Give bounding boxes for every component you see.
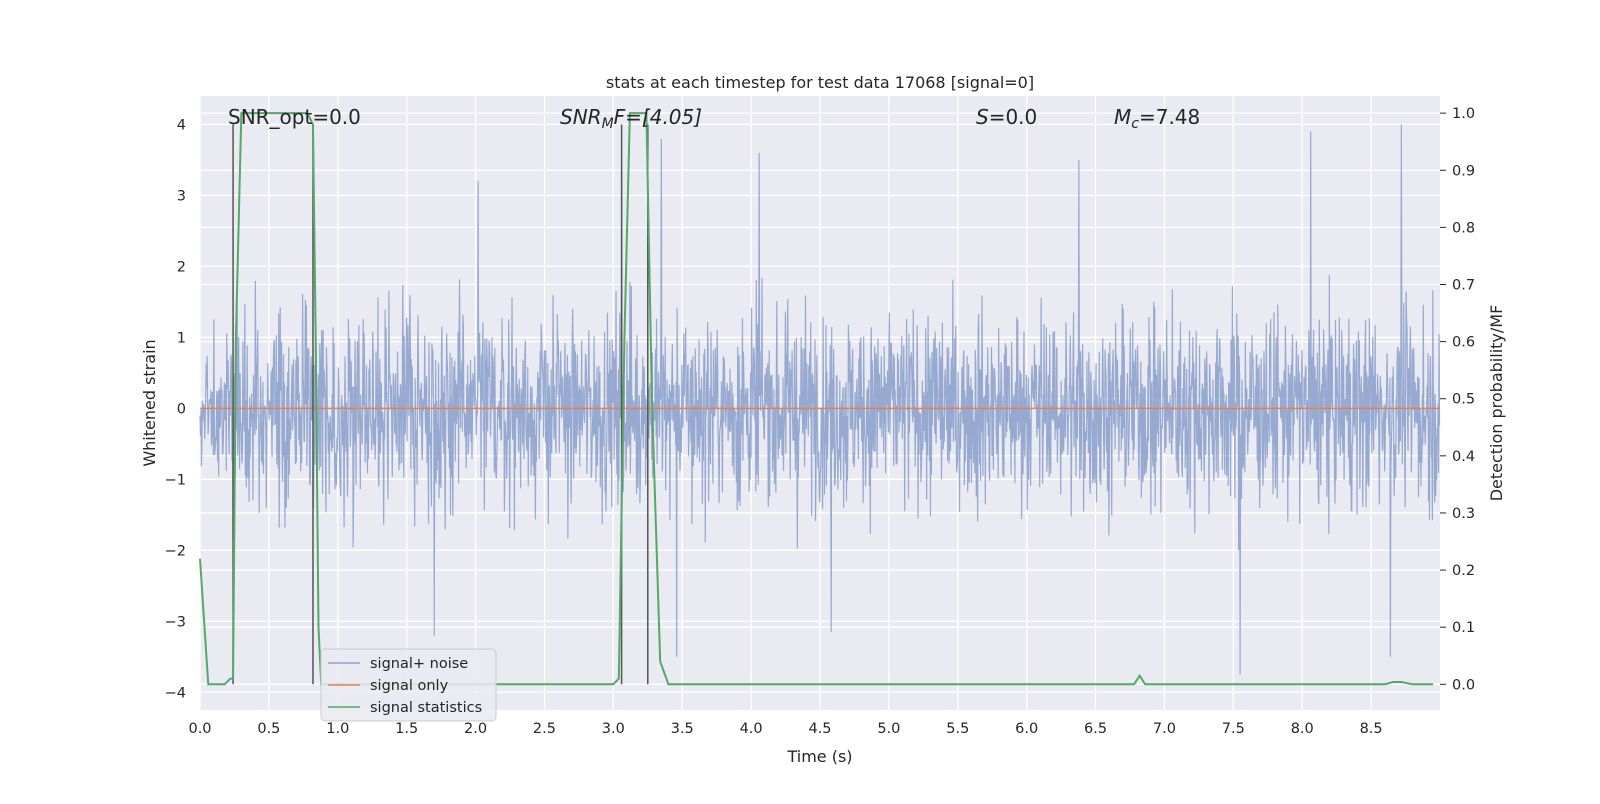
y-right-tick-label: 0.5 bbox=[1452, 392, 1475, 408]
x-axis-label: Time (s) bbox=[786, 747, 852, 766]
x-tick-label: 7.5 bbox=[1222, 721, 1245, 737]
annotation-s-name: S bbox=[976, 105, 989, 129]
y-right-tick-label: 0.9 bbox=[1452, 163, 1475, 179]
annotation-snr-mf-name: SNR bbox=[560, 105, 602, 129]
x-tick-label: 7.0 bbox=[1153, 721, 1176, 737]
annotation-s-rest: =0.0 bbox=[989, 105, 1038, 129]
legend-label-signal-statistics: signal statistics bbox=[370, 700, 482, 716]
y-right-tick-label: 0.0 bbox=[1452, 677, 1475, 693]
series-signal-statistics-line bbox=[199, 112, 1434, 686]
annotation-mc: Mc=7.48 bbox=[1114, 105, 1200, 132]
annotation-mc-name: M bbox=[1114, 105, 1131, 129]
annotation-snr-opt: SNR_opt=0.0 bbox=[228, 105, 361, 129]
x-tick-label: 3.0 bbox=[602, 721, 625, 737]
y-left-tick-label: −3 bbox=[165, 614, 186, 630]
x-tick-label: 1.0 bbox=[326, 721, 349, 737]
y-left-tick-label: −1 bbox=[165, 472, 186, 488]
x-tick-label: 3.5 bbox=[671, 721, 694, 737]
x-tick-label: 6.0 bbox=[1015, 721, 1038, 737]
legend-label-signal-only: signal only bbox=[370, 678, 449, 694]
x-tick-label: 2.5 bbox=[533, 721, 556, 737]
annotation-snr-mf-rest: F=[4.05] bbox=[614, 105, 702, 129]
x-tick-label: 5.0 bbox=[877, 721, 900, 737]
annotation-mc-sub: c bbox=[1131, 116, 1139, 132]
y-left-tick-label: −4 bbox=[165, 685, 186, 701]
annotation-mc-rest: =7.48 bbox=[1139, 105, 1200, 129]
y-left-tick-label: 1 bbox=[177, 330, 186, 346]
ticks-layer: 0.0 0.5 1.0 1.5 2.0 2.5 3.0 3.5 4.0 4.5 5.0 5.5 6.0 6… bbox=[165, 106, 1475, 737]
y-axis-label-left: Whitened strain bbox=[140, 339, 159, 466]
x-tick-label: 6.5 bbox=[1084, 721, 1107, 737]
annotation-snr-mf-sub: M bbox=[602, 116, 614, 132]
y-axis-label-right: Detection probability/MF bbox=[1487, 305, 1506, 502]
y-left-tick-label: 4 bbox=[177, 117, 186, 133]
y-right-tick-label: 0.7 bbox=[1452, 277, 1475, 293]
y-right-tick-label: 0.4 bbox=[1452, 449, 1475, 465]
y-right-tick-label: 0.2 bbox=[1452, 563, 1475, 579]
y-right-tick-label: 0.1 bbox=[1452, 620, 1475, 636]
legend: signal+ noise signal only signal statist… bbox=[320, 648, 497, 722]
grid bbox=[199, 96, 1440, 710]
series-layer bbox=[199, 112, 1441, 686]
y-left-tick-label: 3 bbox=[177, 188, 186, 204]
x-tick-label: 0.5 bbox=[257, 721, 280, 737]
y-right-tick-label: 0.6 bbox=[1452, 335, 1475, 351]
x-tick-label: 1.5 bbox=[395, 721, 418, 737]
annotation-s: S=0.0 bbox=[976, 105, 1037, 129]
x-tick-label: 8.0 bbox=[1291, 721, 1314, 737]
y-left-tick-label: 2 bbox=[177, 259, 186, 275]
x-tick-label: 0.0 bbox=[188, 721, 211, 737]
x-tick-label: 2.0 bbox=[464, 721, 487, 737]
y-right-tick-label: 0.8 bbox=[1452, 220, 1475, 236]
y-left-tick-label: 0 bbox=[177, 401, 186, 417]
y-right-tick-label: 0.3 bbox=[1452, 506, 1475, 522]
x-tick-label: 4.0 bbox=[740, 721, 763, 737]
chart-title: stats at each timestep for test data 170… bbox=[606, 73, 1034, 92]
x-tick-label: 8.5 bbox=[1360, 721, 1383, 737]
y-right-tick-label: 1.0 bbox=[1452, 106, 1475, 122]
legend-label-signal-noise: signal+ noise bbox=[370, 656, 468, 672]
x-tick-label: 5.5 bbox=[946, 721, 969, 737]
annotation-snr-mf: SNRMF=[4.05] bbox=[560, 105, 702, 132]
legend-box bbox=[320, 648, 497, 722]
x-tick-label: 4.5 bbox=[808, 721, 831, 737]
series-signal-noise-line bbox=[199, 124, 1441, 675]
y-left-tick-label: −2 bbox=[165, 543, 186, 559]
